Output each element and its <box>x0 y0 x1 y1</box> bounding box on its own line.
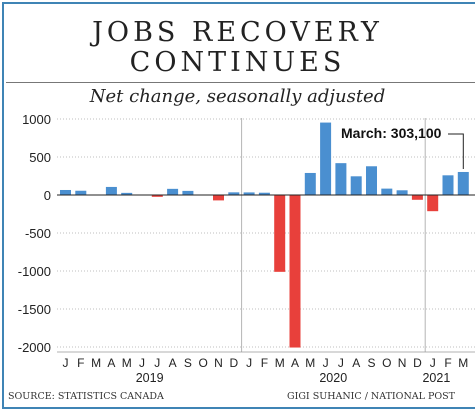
y-tick-label: -2000 <box>18 340 51 355</box>
source-note: SOURCE: STATISTICS CANADA <box>8 391 164 402</box>
bar-2020-04 <box>289 195 301 348</box>
month-label: J <box>63 356 69 370</box>
bar-2019-04 <box>105 186 117 195</box>
month-label: O <box>382 356 391 370</box>
month-label: J <box>246 356 252 370</box>
month-label: J <box>154 356 160 370</box>
y-tick-label: -1000 <box>18 264 51 279</box>
bar-2020-06 <box>320 122 332 195</box>
bar-2019-08 <box>167 188 179 195</box>
bar-2019-09 <box>182 190 194 195</box>
chart-title-line2: CONTINUES <box>129 47 346 78</box>
month-label: D <box>413 356 422 370</box>
bar-2021-02 <box>442 175 454 195</box>
bar-2020-03 <box>274 195 286 272</box>
month-label: M <box>458 356 468 370</box>
annotation-label: March: 303,100 <box>341 125 442 141</box>
bar-2020-11 <box>396 190 408 195</box>
bar-2019-11 <box>213 195 224 201</box>
month-label: S <box>367 356 375 370</box>
bar-2021-01 <box>427 195 439 212</box>
y-tick-label: 1000 <box>22 112 51 127</box>
month-label: A <box>169 356 177 370</box>
y-tick-label: -500 <box>25 226 51 241</box>
month-label: J <box>139 356 145 370</box>
bar-2020-09 <box>366 166 377 195</box>
month-label: F <box>261 356 268 370</box>
month-label: M <box>275 356 285 370</box>
month-label: N <box>214 356 223 370</box>
chart-subtitle: Net change, seasonally adjusted <box>89 86 386 107</box>
bar-2020-07 <box>335 163 347 195</box>
bars <box>57 122 475 348</box>
bar-2020-05 <box>304 172 316 195</box>
month-label: J <box>338 356 344 370</box>
bar-2020-12 <box>411 195 423 200</box>
chart-title-line1: JOBS RECOVERY <box>92 17 383 48</box>
bar-2020-01 <box>243 192 255 195</box>
bar-2020-08 <box>350 176 362 195</box>
y-tick-label: -1500 <box>18 302 51 317</box>
bar-2021-03 <box>457 171 469 195</box>
month-label: F <box>444 356 451 370</box>
credit-note: GIGI SUHANIC / NATIONAL POST <box>287 391 455 402</box>
month-label: M <box>305 356 315 370</box>
year-label: 2021 <box>422 371 450 385</box>
bar-2020-02 <box>258 192 270 195</box>
bar-2020-10 <box>381 188 393 195</box>
month-label: J <box>323 356 329 370</box>
month-label: N <box>398 356 407 370</box>
month-label: S <box>184 356 192 370</box>
bar-2019-02 <box>75 190 87 195</box>
y-tick-label: 0 <box>44 188 51 203</box>
month-label: A <box>107 356 115 370</box>
bar-2019-01 <box>60 189 71 195</box>
annotation-leader <box>448 133 464 169</box>
month-label: A <box>291 356 299 370</box>
y-tick-label: 500 <box>29 150 51 165</box>
month-label: J <box>430 356 436 370</box>
month-label: M <box>122 356 132 370</box>
annotation: March: 303,100 <box>341 125 464 169</box>
month-label: M <box>91 356 101 370</box>
year-label: 2019 <box>136 371 164 385</box>
y-axis: 1000 500 0 -500 -1000 -1500 -2000 <box>18 112 51 355</box>
month-label: O <box>199 356 208 370</box>
gridlines <box>57 118 475 352</box>
bar-2019-05 <box>121 192 133 195</box>
month-label: D <box>229 356 238 370</box>
title-divider <box>6 82 475 83</box>
bar-2019-07 <box>151 195 163 197</box>
month-label: F <box>77 356 84 370</box>
year-label: 2020 <box>319 371 347 385</box>
month-label: A <box>352 356 360 370</box>
bar-2019-12 <box>228 192 240 195</box>
